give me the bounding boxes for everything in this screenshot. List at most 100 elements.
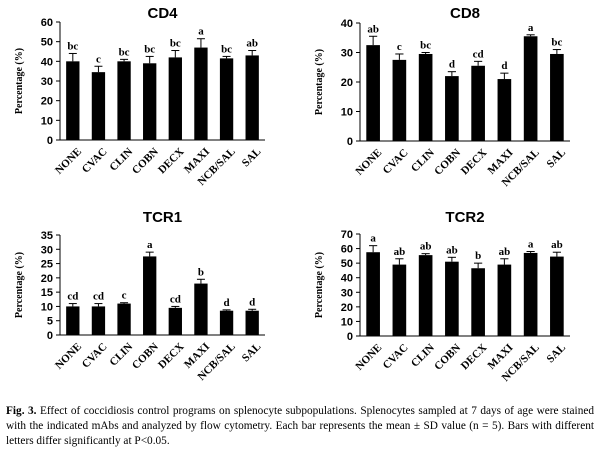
bar: [91, 306, 106, 335]
bar: [143, 63, 157, 140]
significance-letter: bc: [67, 40, 78, 52]
bar: [66, 61, 80, 141]
y-tick-label: 30: [341, 287, 353, 299]
bar: [366, 45, 380, 141]
y-tick-label: 40: [341, 273, 353, 285]
x-tick-label: CVAC: [381, 342, 411, 372]
y-tick-label: 60: [41, 17, 53, 29]
x-tick-label: CVAC: [80, 146, 110, 176]
significance-letter: c: [397, 41, 402, 53]
bar: [445, 261, 459, 336]
y-tick-label: 40: [41, 56, 53, 68]
bar: [219, 310, 234, 335]
x-tick-label: CVAC: [381, 147, 411, 177]
y-tick-label: 0: [347, 136, 353, 148]
bar: [168, 307, 182, 335]
chart-title: CD4: [147, 5, 178, 22]
bar: [366, 252, 380, 336]
caption-label: Fig. 3.: [6, 405, 37, 417]
figure-caption: Fig. 3. Effect of coccidiosis control pr…: [6, 404, 594, 449]
bar: [523, 252, 538, 336]
significance-letter: bc: [144, 43, 155, 55]
x-tick-label: NONE: [53, 341, 84, 372]
y-tick-label: 20: [41, 273, 53, 285]
significance-letter: ab: [367, 23, 379, 35]
significance-letter: bc: [170, 38, 181, 50]
x-tick-label: COBN: [130, 341, 161, 372]
significance-letter: d: [249, 296, 255, 308]
bar: [418, 53, 433, 141]
bar: [523, 36, 538, 141]
bar: [445, 76, 459, 141]
y-axis-label: Percentage (%): [314, 252, 325, 318]
y-axis-label: Percentage (%): [14, 48, 25, 114]
chart-cd4: CD4 Percentage (%) 0 10 20 30 40 50 60 bc NONE c CVA…: [14, 5, 265, 188]
chart-cd8: CD8 Percentage (%) 0 10 20 30 40 ab NONE c CVAC bc C…: [314, 5, 570, 189]
bar: [117, 61, 131, 141]
bar: [418, 255, 433, 336]
significance-letter: ab: [551, 239, 563, 251]
x-tick-label: NONE: [53, 146, 84, 177]
significance-letter: c: [122, 290, 127, 302]
significance-letter: a: [528, 238, 534, 250]
x-tick-label: DECX: [459, 147, 490, 178]
y-tick-label: 70: [341, 229, 353, 241]
significance-letter: d: [224, 297, 230, 309]
significance-letter: cd: [67, 291, 78, 303]
chart-title: CD8: [450, 5, 480, 22]
significance-letter: ab: [446, 244, 458, 256]
y-tick-label: 30: [41, 244, 53, 256]
bar: [392, 59, 407, 141]
bar: [91, 72, 106, 140]
significance-letter: a: [198, 26, 204, 38]
y-tick-label: 10: [341, 316, 353, 328]
significance-letter: bc: [119, 46, 130, 58]
significance-letter: d: [449, 59, 455, 71]
y-tick-label: 10: [41, 301, 53, 313]
y-tick-label: 60: [341, 244, 353, 256]
significance-letter: bc: [551, 37, 562, 49]
x-tick-label: DECX: [156, 146, 187, 177]
bar: [497, 79, 512, 141]
y-tick-label: 50: [41, 37, 53, 49]
y-axis-label: Percentage (%): [314, 49, 325, 115]
y-tick-label: 30: [341, 48, 353, 60]
y-tick-label: 25: [41, 259, 53, 271]
significance-letter: bc: [221, 43, 232, 55]
significance-letter: ab: [394, 246, 406, 258]
y-tick-label: 20: [341, 302, 353, 314]
bar: [168, 57, 182, 140]
y-tick-label: 40: [341, 18, 353, 30]
x-tick-label: NONE: [353, 342, 384, 373]
x-tick-label: COBN: [130, 146, 161, 177]
bar: [66, 306, 80, 335]
y-tick-label: 50: [341, 258, 353, 270]
bar: [550, 53, 564, 141]
significance-letter: d: [501, 60, 507, 72]
significance-letter: c: [96, 53, 101, 65]
x-tick-label: NONE: [353, 147, 384, 178]
bar: [194, 283, 208, 335]
bar: [143, 256, 157, 335]
chart-title: TCR1: [143, 209, 182, 226]
y-tick-label: 35: [41, 230, 53, 242]
significance-letter: a: [370, 233, 376, 245]
y-tick-label: 10: [41, 115, 53, 127]
x-tick-label: SAL: [240, 341, 264, 365]
significance-letter: cd: [473, 48, 484, 60]
y-tick-label: 0: [47, 330, 53, 342]
significance-letter: ab: [420, 241, 432, 253]
bar: [471, 65, 485, 141]
y-tick-label: 30: [41, 76, 53, 88]
y-tick-label: 10: [341, 107, 353, 119]
x-tick-label: COBN: [432, 147, 463, 178]
x-tick-label: SAL: [544, 342, 568, 366]
significance-letter: b: [198, 266, 204, 278]
x-tick-label: COBN: [432, 342, 463, 373]
significance-letter: cd: [170, 293, 181, 305]
significance-letter: bc: [420, 40, 431, 52]
significance-letter: ab: [246, 38, 258, 50]
significance-letter: a: [528, 22, 534, 34]
